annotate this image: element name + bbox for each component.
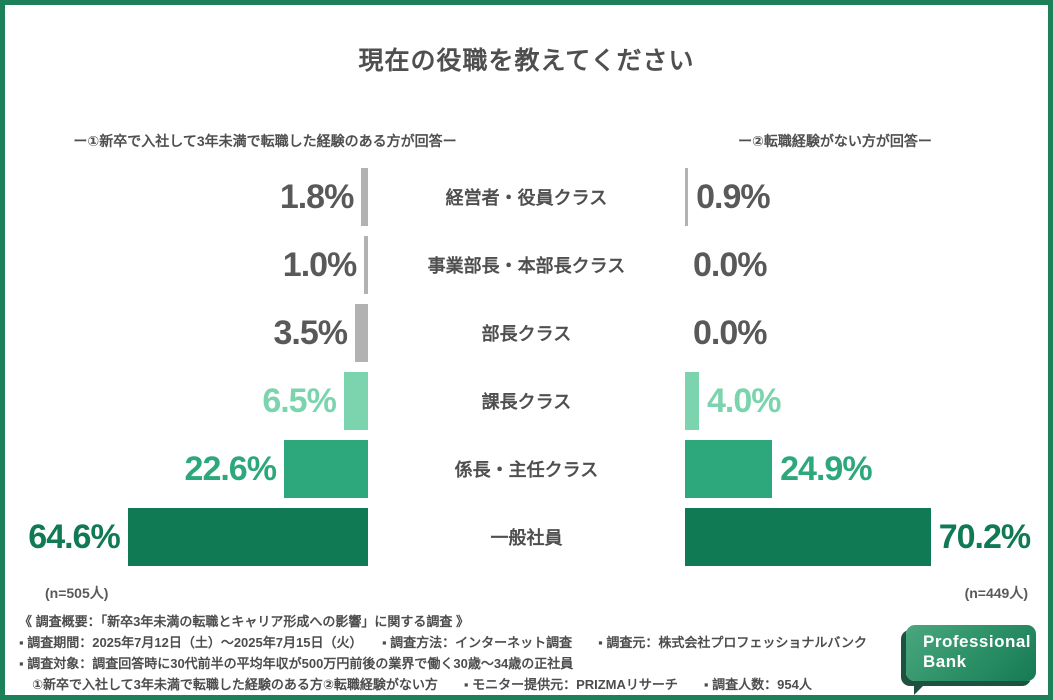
category-label: 係長・主任クラス	[454, 460, 599, 480]
bar-right	[685, 372, 699, 430]
chart-row: 22.6% 係長・主任クラス 24.9%	[5, 435, 1048, 503]
bar-right	[685, 440, 773, 498]
row-right-zone: 0.0%	[685, 236, 1048, 294]
row-left-zone: 22.6%	[5, 440, 368, 498]
bar-left	[127, 508, 368, 566]
value-label-left: 22.6%	[184, 449, 277, 488]
bar-left	[343, 372, 368, 430]
chart-row: 64.6% 一般社員 70.2%	[5, 503, 1048, 571]
bar-left	[283, 440, 368, 498]
row-right-zone: 0.0%	[685, 304, 1048, 362]
bar-left	[354, 304, 368, 362]
category-label: 事業部長・本部長クラス	[427, 256, 626, 276]
survey-footnote: 《 調査概要：「新卒3年未満の転職とキャリア形成への影響」に関する調査 》 ▪ …	[19, 611, 899, 695]
value-label-right: 70.2%	[938, 517, 1031, 556]
value-label-left: 6.5%	[262, 381, 336, 420]
footnote-line-4: ①新卒で入社して3年未満で転職した経験のある方②転職経験がない方 ▪ モニター提…	[19, 677, 812, 692]
bar-left	[364, 236, 368, 294]
footnote-line-1: 《 調査概要：「新卒3年未満の転職とキャリア形成への影響」に関する調査 》	[19, 614, 469, 629]
bar-right	[685, 168, 689, 226]
value-label-left: 64.6%	[28, 517, 120, 556]
category-label: 一般社員	[490, 528, 563, 548]
chart-row: 6.5% 課長クラス 4.0%	[5, 367, 1048, 435]
footnote-line-2: ▪ 調査期間：2025年7月12日（土）〜2025年7月15日（火） ▪ 調査方…	[19, 635, 868, 650]
n-label-left: (n=505人)	[45, 585, 109, 601]
row-left-zone: 1.8%	[5, 168, 368, 226]
value-label-right: 24.9%	[780, 449, 872, 488]
value-label-right: 0.9%	[696, 177, 770, 216]
chart-row: 1.0% 事業部長・本部長クラス 0.0%	[5, 231, 1048, 299]
logo-text-line1: Professional	[923, 632, 1032, 651]
category-label: 部長クラス	[481, 324, 572, 344]
value-label-right: 4.0%	[707, 381, 781, 420]
row-right-zone: 0.9%	[685, 168, 1048, 226]
row-right-zone: 70.2%	[685, 508, 1048, 566]
bar-left	[361, 168, 368, 226]
value-label-left: 1.8%	[279, 177, 354, 216]
row-left-zone: 3.5%	[5, 304, 368, 362]
row-left-zone: 64.6%	[5, 508, 368, 566]
subtitle-right-group: ー②転職経験がない方が回答ー	[738, 133, 932, 149]
chart-rows: 1.8% 経営者・役員クラス 0.9% 1.0% 事業部長・本部長クラス 0.0…	[5, 163, 1048, 571]
subtitle-left-group: ー①新卒で入社して3年未満で転職した経験のある方が回答ー	[73, 133, 457, 149]
chart-row: 1.8% 経営者・役員クラス 0.9%	[5, 163, 1048, 231]
footnote-line-3: ▪ 調査対象：調査回答時に30代前半の平均年収が500万円前後の業界で働く30歳…	[19, 656, 574, 671]
value-label-left: 1.0%	[282, 245, 357, 284]
professional-bank-logo: Professional Bank	[906, 625, 1036, 695]
n-label-right: (n=449人)	[964, 585, 1028, 601]
value-label-right: 0.0%	[693, 245, 767, 284]
row-left-zone: 6.5%	[5, 372, 368, 430]
category-label: 課長クラス	[481, 392, 572, 412]
bar-right	[685, 508, 931, 566]
logo-text-line2: Bank	[923, 652, 967, 671]
row-left-zone: 1.0%	[5, 236, 368, 294]
category-label: 経営者・役員クラス	[445, 188, 608, 208]
chart-row: 3.5% 部長クラス 0.0%	[5, 299, 1048, 367]
row-right-zone: 24.9%	[685, 440, 1048, 498]
row-right-zone: 4.0%	[685, 372, 1048, 430]
value-label-right: 0.0%	[693, 313, 767, 352]
page-title: 現在の役職を教えてください	[358, 47, 695, 75]
value-label-left: 3.5%	[273, 313, 347, 352]
